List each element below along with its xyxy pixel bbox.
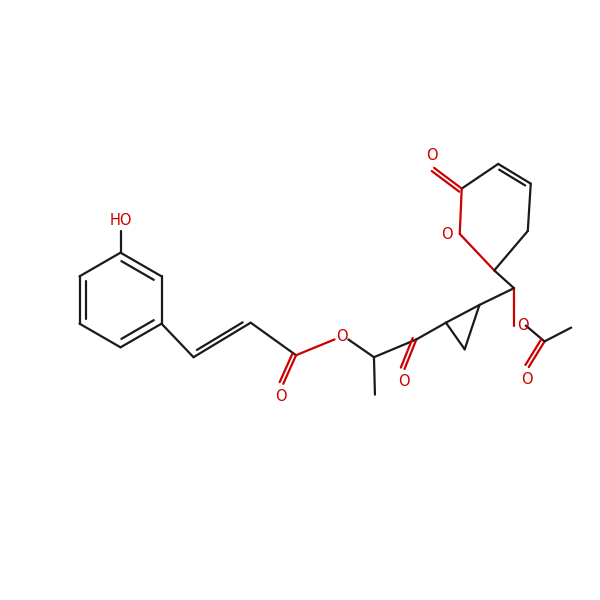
Text: O: O <box>275 389 287 404</box>
Text: HO: HO <box>109 212 132 227</box>
Text: O: O <box>521 373 533 388</box>
Text: O: O <box>441 227 453 242</box>
Text: O: O <box>427 148 438 163</box>
Text: O: O <box>517 318 529 333</box>
Text: O: O <box>398 374 409 389</box>
Text: O: O <box>337 329 348 344</box>
